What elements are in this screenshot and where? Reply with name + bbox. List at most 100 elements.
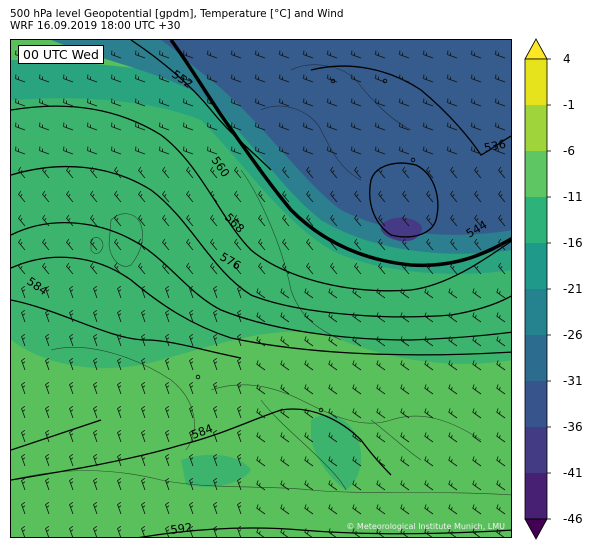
wind-barb bbox=[69, 405, 74, 419]
wind-barb bbox=[279, 122, 290, 131]
wind-barb bbox=[69, 381, 74, 395]
colorbar-tick-label: -6 bbox=[563, 144, 575, 158]
wind-barb bbox=[450, 166, 458, 179]
wind-barb bbox=[117, 525, 122, 537]
wind-barb bbox=[378, 262, 386, 275]
wind-barb bbox=[447, 122, 458, 131]
wind-barb bbox=[256, 408, 266, 419]
wind-barb bbox=[234, 166, 242, 179]
colorbar-band bbox=[525, 427, 547, 474]
wind-barb bbox=[162, 190, 170, 203]
wind-barb bbox=[256, 288, 266, 299]
wind-barb bbox=[237, 357, 242, 371]
wind-barb bbox=[399, 122, 410, 131]
wind-barb bbox=[328, 528, 337, 537]
wind-barb bbox=[474, 238, 482, 251]
wind-barb bbox=[256, 456, 266, 467]
wind-barb bbox=[189, 405, 194, 419]
wind-barb bbox=[472, 336, 482, 347]
wind-barb bbox=[304, 456, 314, 467]
wind-barb bbox=[399, 98, 410, 107]
wind-barb bbox=[186, 238, 194, 251]
wind-barb bbox=[498, 238, 506, 251]
wind-barb bbox=[117, 285, 122, 299]
wind-barb bbox=[424, 288, 434, 299]
colorbar-band bbox=[525, 151, 547, 198]
wind-barb bbox=[279, 146, 290, 155]
weather-map: 552 560 568 576 584 536 544 584 592 00 U… bbox=[10, 39, 512, 538]
wind-barb bbox=[376, 528, 385, 537]
wind-barb bbox=[400, 312, 410, 323]
wind-barb bbox=[189, 309, 194, 323]
wind-barb bbox=[447, 74, 458, 83]
wind-barb bbox=[352, 360, 362, 371]
wind-barb bbox=[231, 146, 242, 155]
wind-barb bbox=[93, 357, 98, 371]
wind-barb bbox=[399, 50, 410, 59]
wind-barb bbox=[282, 238, 290, 251]
wind-barb bbox=[351, 146, 362, 155]
wind-barb bbox=[162, 262, 170, 275]
colorbar-tick-label: -1 bbox=[563, 98, 575, 112]
chart-title-line2: WRF 16.09.2019 18:00 UTC +30 bbox=[10, 20, 181, 32]
wind-barb bbox=[280, 408, 290, 419]
wind-barb bbox=[498, 190, 506, 203]
wind-barb bbox=[21, 333, 26, 347]
wind-barb bbox=[138, 262, 146, 275]
field-deep-blue bbox=[161, 40, 511, 235]
wind-barb bbox=[376, 288, 386, 299]
wind-barb bbox=[258, 190, 266, 203]
wind-barb bbox=[135, 98, 146, 107]
wind-barb bbox=[63, 122, 74, 131]
wind-barb bbox=[306, 166, 314, 179]
wind-barb bbox=[304, 528, 313, 537]
wind-barb bbox=[63, 98, 74, 107]
wind-barb bbox=[402, 214, 410, 227]
wind-barb bbox=[304, 288, 314, 299]
wind-barb bbox=[18, 214, 26, 227]
wind-barb bbox=[426, 166, 434, 179]
wind-barb bbox=[258, 238, 266, 251]
wind-barb bbox=[21, 285, 26, 299]
wind-barb bbox=[327, 98, 338, 107]
wind-barb bbox=[447, 146, 458, 155]
wind-barb bbox=[354, 238, 362, 251]
wind-barb bbox=[255, 74, 266, 83]
wind-barb bbox=[141, 357, 146, 371]
wind-barb bbox=[496, 360, 506, 371]
wind-barb bbox=[66, 190, 74, 203]
wind-barb bbox=[255, 50, 266, 59]
wind-barb bbox=[45, 285, 50, 299]
wind-barb bbox=[237, 309, 242, 323]
wind-barb bbox=[165, 429, 170, 443]
wind-barb bbox=[351, 74, 362, 83]
wind-barb bbox=[330, 214, 338, 227]
wind-barb bbox=[280, 504, 290, 515]
wind-barb bbox=[237, 285, 242, 299]
wind-barb bbox=[474, 166, 482, 179]
wind-barb bbox=[471, 122, 482, 131]
wind-barb bbox=[255, 122, 266, 131]
wind-barb bbox=[423, 146, 434, 155]
wind-barb bbox=[165, 405, 170, 419]
wind-barb bbox=[69, 309, 74, 323]
wind-barb bbox=[213, 285, 218, 299]
wind-barb bbox=[45, 453, 50, 467]
wind-barb bbox=[256, 432, 266, 443]
wind-barb bbox=[114, 262, 122, 275]
wind-barb bbox=[423, 50, 434, 59]
wind-barb bbox=[424, 432, 434, 443]
colorbar-band bbox=[525, 289, 547, 336]
wind-barb bbox=[45, 429, 50, 443]
wind-barb bbox=[354, 166, 362, 179]
colorbar-tick-label: -16 bbox=[563, 236, 583, 250]
wind-barb bbox=[231, 74, 242, 83]
wind-barb bbox=[447, 98, 458, 107]
wind-barb bbox=[117, 357, 122, 371]
wind-barb bbox=[138, 190, 146, 203]
wind-barb bbox=[304, 480, 314, 491]
wind-barb bbox=[213, 309, 218, 323]
colorbar-tick-label: -36 bbox=[563, 420, 583, 434]
wind-barb bbox=[498, 166, 506, 179]
colorbar-band bbox=[525, 381, 547, 428]
